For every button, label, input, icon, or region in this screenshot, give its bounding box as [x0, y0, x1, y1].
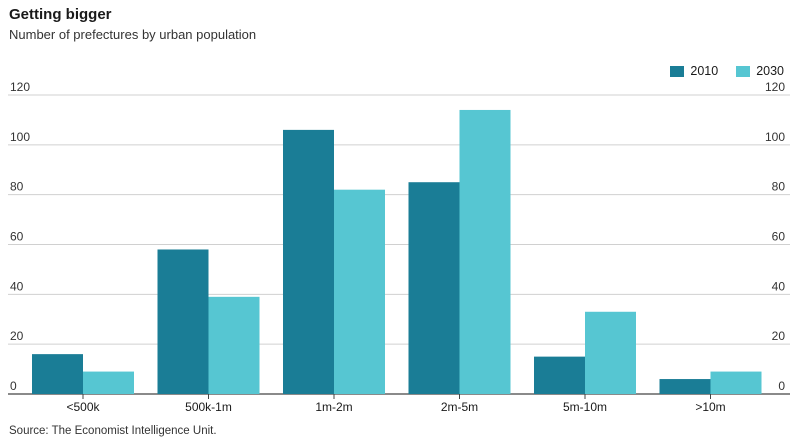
bar-2010-3 — [408, 182, 460, 394]
legend-label-2030: 2030 — [756, 64, 784, 78]
y-tick-label-right: 100 — [765, 130, 785, 144]
bar-2010-2 — [283, 129, 334, 394]
bar-2030-3 — [459, 109, 511, 394]
bar-2010-1 — [157, 249, 209, 394]
x-tick-label: 500k-1m — [185, 400, 232, 414]
x-tick-label: 2m-5m — [441, 400, 478, 414]
legend-item-2030: 2030 — [736, 64, 784, 78]
bar-2010-5 — [659, 379, 711, 394]
chart-title: Getting bigger — [9, 6, 112, 23]
x-tick-label: >10m — [695, 400, 725, 414]
x-tick-label: 1m-2m — [315, 400, 352, 414]
bar-2030-2 — [334, 189, 385, 394]
bar-2030-1 — [208, 296, 260, 394]
y-tick-label-right: 40 — [772, 279, 786, 293]
chart-subtitle: Number of prefectures by urban populatio… — [9, 27, 257, 42]
bar-2010-4 — [534, 356, 585, 394]
y-tick-label-right: 80 — [772, 180, 786, 194]
legend-item-2010: 2010 — [670, 64, 718, 78]
y-tick-label-left: 120 — [10, 80, 30, 94]
bar-2030-4 — [585, 311, 636, 394]
legend-label-2010: 2010 — [690, 64, 719, 78]
x-tick-label: 5m-10m — [563, 400, 607, 414]
y-tick-label-left: 0 — [10, 379, 17, 393]
y-tick-label-right: 0 — [778, 379, 785, 393]
legend-swatch-2010 — [670, 65, 685, 77]
y-tick-label-left: 20 — [10, 329, 24, 343]
bar-2030-0 — [83, 371, 134, 394]
bar-2030-5 — [710, 371, 762, 394]
x-tick-label: <500k — [66, 400, 100, 414]
y-tick-label-left: 40 — [10, 279, 24, 293]
source-note: Source: The Economist Intelligence Unit. — [9, 425, 217, 437]
chart-legend: 2010 2030 — [670, 64, 784, 78]
y-tick-label-left: 80 — [10, 180, 24, 194]
legend-swatch-2030 — [736, 65, 751, 77]
y-tick-label-left: 100 — [10, 130, 30, 144]
y-tick-label-left: 60 — [10, 230, 24, 244]
bar-2010-0 — [32, 354, 83, 394]
y-tick-label-right: 120 — [765, 80, 785, 94]
y-tick-label-right: 60 — [772, 230, 786, 244]
y-tick-label-right: 20 — [772, 329, 786, 343]
